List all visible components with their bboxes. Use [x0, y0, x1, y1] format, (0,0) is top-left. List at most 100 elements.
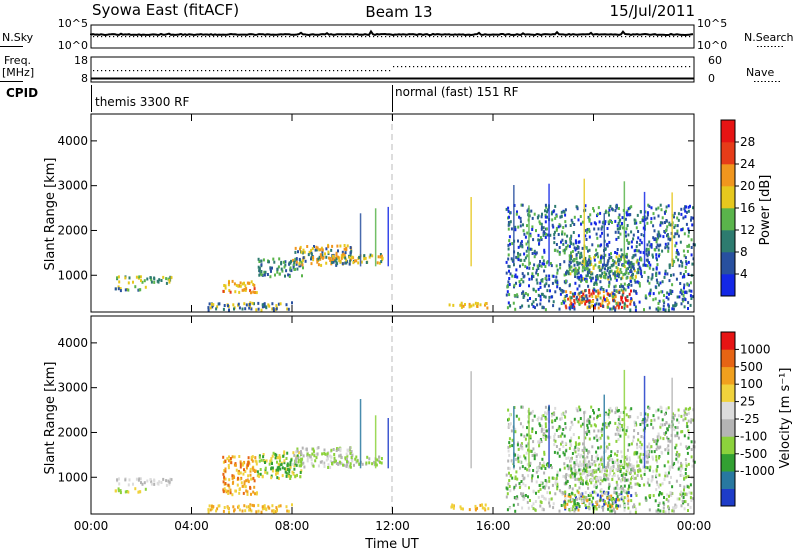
echo-cell	[608, 415, 610, 419]
echo-cell	[630, 289, 632, 293]
echo-cell	[559, 266, 562, 270]
echo-cell	[661, 482, 664, 486]
echo-cell	[238, 488, 241, 491]
echo-cell	[580, 480, 583, 484]
echo-cell	[573, 417, 576, 421]
echo-cell	[349, 462, 352, 466]
echo-cell	[606, 303, 609, 307]
echo-cell	[684, 500, 687, 504]
echo-cell	[254, 291, 256, 294]
echo-cell	[643, 472, 646, 476]
echo-cell	[683, 254, 686, 258]
echo-cell	[210, 302, 213, 306]
echo-cell	[531, 228, 534, 231]
echo-cell	[652, 236, 655, 240]
echo-cell	[533, 212, 536, 216]
echo-cell	[584, 459, 587, 462]
echo-cell	[607, 507, 610, 511]
echo-cell	[664, 423, 666, 426]
echo-cell	[316, 246, 319, 250]
echo-cell	[606, 261, 609, 265]
echo-cell	[545, 282, 548, 286]
echo-cell	[679, 271, 682, 275]
echo-cell	[593, 436, 596, 440]
echo-cell	[505, 473, 508, 477]
echo-streak	[387, 206, 389, 267]
echo-cell	[620, 450, 623, 454]
echo-cell	[484, 503, 487, 507]
echo-cell	[544, 235, 547, 239]
echo-cell	[546, 289, 549, 293]
echo-cell	[323, 448, 326, 452]
echo-cell	[242, 484, 245, 488]
echo-cell	[514, 228, 517, 232]
echo-cell	[521, 263, 524, 267]
echo-cell	[208, 302, 211, 306]
echo-cell	[690, 448, 693, 451]
echo-cell	[678, 453, 681, 457]
echo-cell	[581, 246, 584, 250]
echo-cell	[287, 474, 290, 478]
echo-cell	[638, 265, 641, 269]
echo-cell	[540, 494, 543, 498]
echo-cell	[459, 303, 462, 307]
echo-cell	[577, 268, 580, 272]
echo-cell	[658, 493, 660, 497]
nave-dot	[189, 70, 191, 72]
echo-cell	[313, 454, 316, 458]
echo-cell	[508, 453, 511, 457]
echo-cell	[630, 468, 633, 472]
echo-cell	[655, 458, 658, 462]
echo-cell	[625, 271, 628, 275]
echo-cell	[346, 244, 349, 248]
echo-cell	[544, 405, 547, 409]
echo-cell	[344, 251, 347, 255]
n-search-dot	[481, 36, 483, 38]
echo-cell	[139, 275, 142, 279]
power-colorbar-label: Power [dB]	[758, 175, 773, 246]
echo-cell	[607, 284, 610, 288]
echo-cell	[524, 292, 527, 295]
echo-cell	[609, 274, 611, 278]
echo-cell	[609, 468, 612, 472]
echo-cell	[258, 260, 261, 263]
echo-cell	[344, 457, 347, 461]
echo-cell	[556, 451, 559, 455]
echo-cell	[358, 255, 361, 259]
echo-cell	[567, 467, 570, 471]
echo-cell	[279, 302, 282, 306]
n-search-dot	[609, 36, 611, 38]
echo-cell	[162, 275, 165, 279]
echo-cell	[688, 491, 691, 495]
echo-cell	[507, 449, 510, 453]
nave-dot	[569, 66, 571, 68]
nave-dot	[257, 70, 259, 72]
echo-cell	[648, 306, 651, 310]
echo-cell	[675, 443, 678, 447]
echo-cell	[615, 491, 618, 495]
echo-cell	[275, 304, 278, 308]
echo-cell	[632, 237, 635, 241]
echo-cell	[170, 276, 173, 280]
nave-dot	[157, 70, 159, 72]
echo-cell	[246, 492, 249, 496]
echo-cell	[509, 220, 512, 224]
echo-cell	[570, 459, 573, 463]
echo-cell	[222, 480, 225, 484]
freq-label: Freq.	[4, 54, 31, 67]
echo-cell	[298, 257, 301, 261]
echo-cell	[632, 233, 635, 237]
echo-cell	[569, 291, 572, 294]
echo-cell	[237, 476, 239, 480]
echo-cell	[615, 255, 618, 259]
echo-cell	[539, 424, 542, 428]
echo-cell	[676, 497, 679, 501]
echo-streak	[387, 418, 389, 469]
echo-cell	[269, 275, 272, 279]
echo-cell	[661, 280, 664, 284]
echo-cell	[614, 230, 617, 234]
echo-cell	[687, 474, 690, 478]
echo-cell	[514, 427, 517, 431]
echo-cell	[241, 484, 244, 488]
